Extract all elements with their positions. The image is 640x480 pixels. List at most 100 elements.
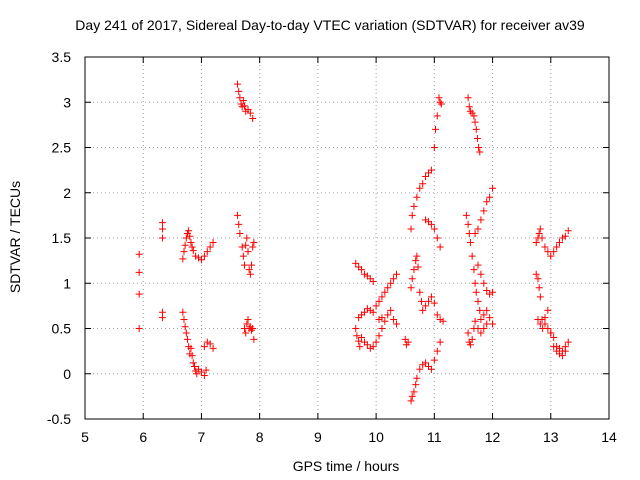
data-point: [466, 107, 474, 115]
data-point: [483, 198, 491, 206]
data-point: [234, 80, 242, 88]
data-point: [419, 306, 427, 314]
data-point: [249, 325, 257, 332]
data-point: [234, 211, 242, 219]
data-point: [202, 366, 210, 374]
data-point: [410, 266, 418, 274]
data-point: [189, 359, 197, 367]
data-point: [431, 125, 439, 133]
data-point: [179, 255, 187, 263]
data-point: [422, 302, 430, 310]
data-point: [242, 329, 250, 337]
data-point: [430, 144, 438, 151]
data-point: [412, 257, 420, 265]
chart-title: Day 241 of 2017, Sidereal Day-to-day VTE…: [75, 17, 585, 33]
data-point: [200, 252, 208, 260]
data-point: [378, 293, 386, 301]
data-point: [188, 352, 196, 360]
data-point: [246, 109, 254, 117]
y-tick-label: 1: [63, 275, 71, 291]
data-point: [363, 341, 371, 349]
data-point: [564, 338, 572, 346]
data-point: [369, 343, 377, 351]
data-point: [355, 337, 363, 345]
data-point: [489, 288, 497, 296]
data-point: [422, 216, 430, 224]
data-point: [407, 397, 415, 405]
x-tick-label: 11: [427, 429, 442, 445]
x-tick-label: 5: [81, 429, 89, 445]
y-tick-label: 2.5: [52, 140, 72, 156]
data-point: [384, 284, 392, 292]
data-point: [135, 325, 143, 332]
x-tick-label: 6: [139, 429, 147, 445]
x-axis-label: GPS time / hours: [293, 458, 400, 474]
data-point: [558, 352, 566, 360]
data-point: [384, 311, 392, 319]
data-point: [413, 193, 421, 201]
data-point: [183, 335, 191, 343]
data-point: [186, 232, 194, 240]
data-point: [468, 335, 476, 343]
data-point: [250, 239, 258, 247]
data-point: [468, 252, 476, 260]
data-point: [158, 234, 166, 242]
y-tick-label: 1.5: [52, 230, 72, 246]
data-point: [480, 279, 488, 287]
data-point: [387, 306, 395, 314]
data-point: [561, 347, 569, 355]
data-points: [135, 80, 572, 405]
data-point: [564, 227, 572, 235]
data-point: [392, 320, 400, 328]
data-point: [188, 243, 196, 251]
data-point: [471, 229, 479, 237]
data-point: [427, 365, 435, 373]
data-point: [480, 311, 488, 319]
data-point: [470, 266, 478, 274]
data-point: [535, 284, 543, 292]
data-point: [474, 225, 482, 233]
data-point: [433, 311, 441, 319]
data-point: [437, 100, 445, 108]
data-point: [378, 325, 386, 332]
data-point: [193, 370, 201, 378]
data-point: [550, 343, 558, 351]
data-point: [366, 344, 374, 352]
data-point: [407, 225, 415, 233]
data-point: [472, 288, 480, 296]
data-point: [556, 239, 564, 247]
data-point: [410, 202, 418, 210]
data-point: [192, 252, 200, 260]
data-point: [425, 297, 433, 305]
data-point: [464, 220, 472, 228]
data-point: [235, 87, 243, 95]
data-point: [135, 290, 143, 298]
data-point: [475, 144, 483, 151]
data-point: [547, 329, 555, 337]
data-point: [185, 227, 193, 235]
data-point: [356, 343, 364, 351]
data-point: [358, 334, 366, 342]
data-point: [187, 344, 195, 352]
data-point: [471, 118, 479, 126]
data-point: [419, 180, 427, 188]
data-point: [203, 248, 211, 256]
data-point: [483, 306, 491, 314]
data-point: [416, 288, 424, 296]
data-point: [182, 234, 190, 242]
data-point: [422, 359, 430, 367]
data-point: [471, 317, 479, 325]
y-axis-label: SDTVAR / TECUs: [7, 181, 23, 293]
data-point: [556, 350, 564, 358]
data-point: [244, 248, 252, 256]
data-point: [387, 279, 395, 287]
data-point: [558, 234, 566, 242]
data-point: [369, 308, 377, 316]
data-point: [547, 252, 555, 260]
data-point: [408, 211, 416, 219]
data-point: [541, 314, 549, 322]
data-point: [462, 211, 470, 219]
data-point: [360, 308, 368, 316]
data-point: [236, 229, 244, 237]
data-point: [248, 326, 256, 334]
